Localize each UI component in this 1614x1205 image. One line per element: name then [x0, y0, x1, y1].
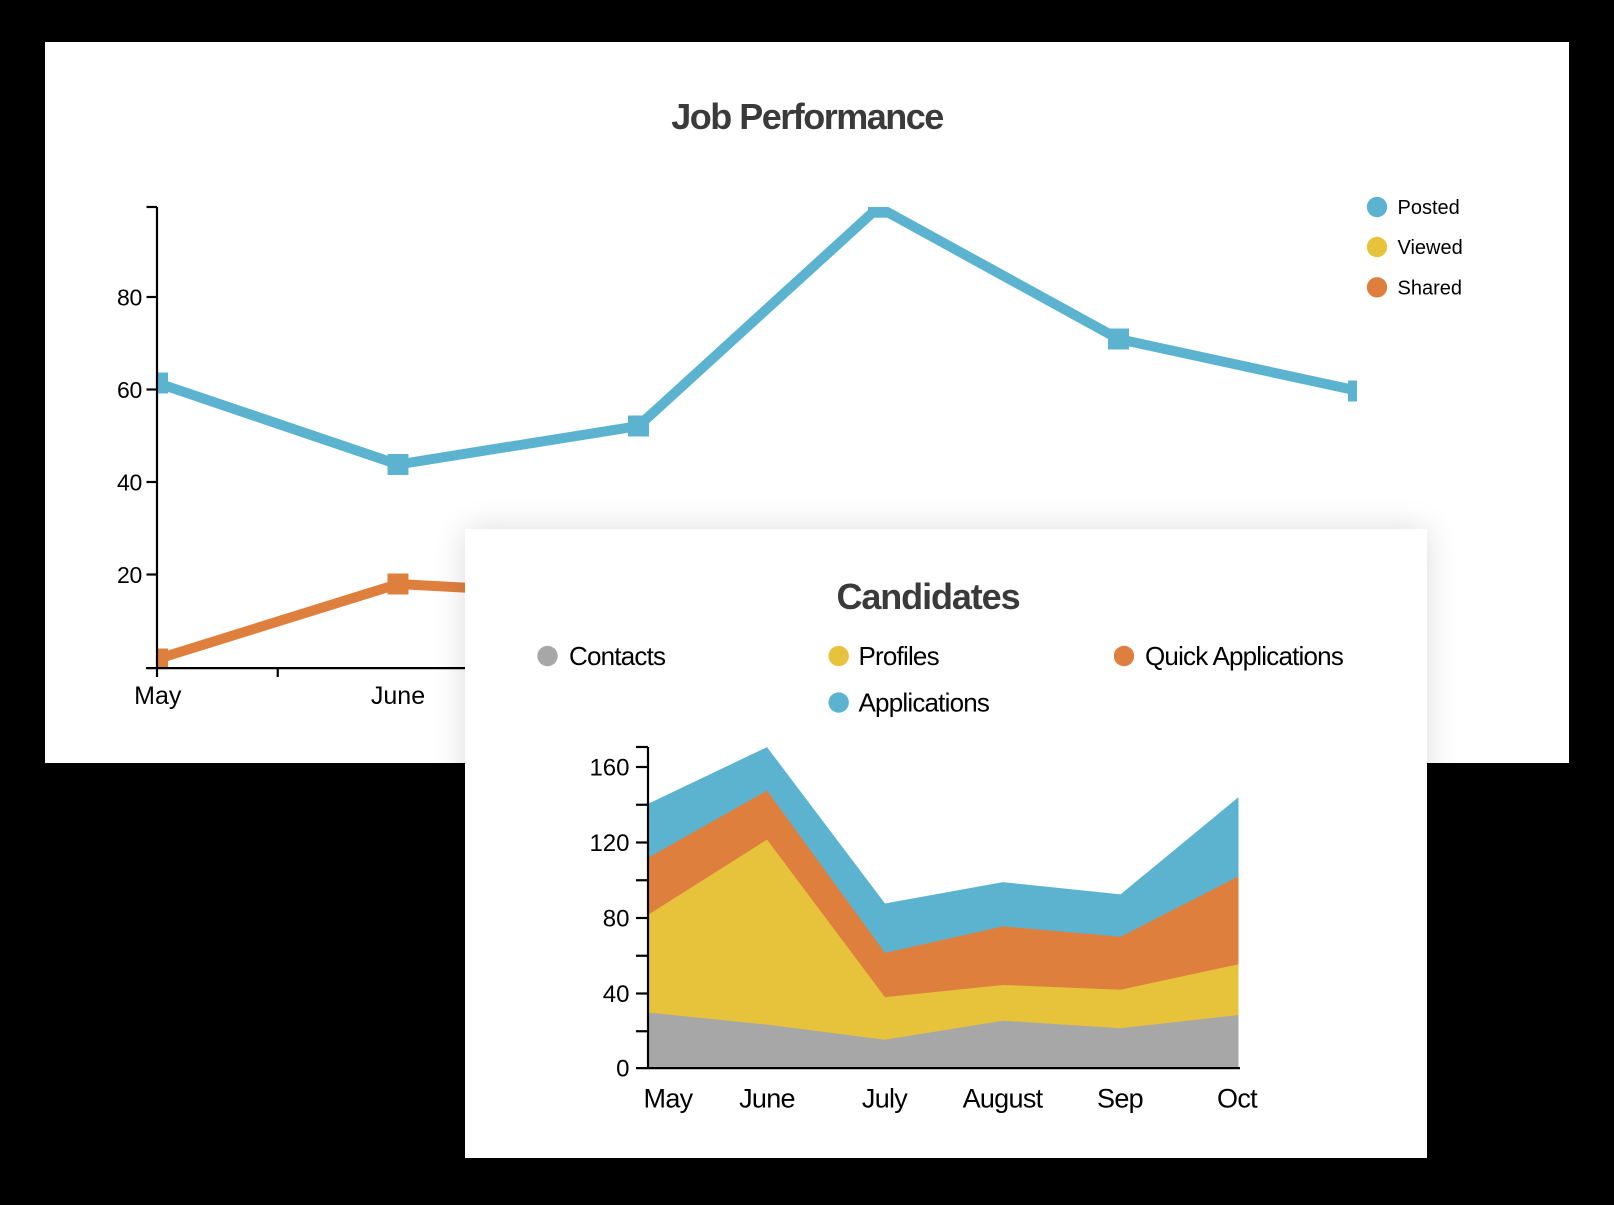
- svg-text:May: May: [644, 1084, 694, 1114]
- svg-text:Quick Applications: Quick Applications: [1145, 641, 1344, 671]
- svg-text:Posted: Posted: [1398, 197, 1460, 219]
- svg-text:120: 120: [589, 830, 629, 857]
- svg-text:40: 40: [603, 981, 630, 1008]
- svg-text:20: 20: [117, 562, 142, 588]
- svg-text:Contacts: Contacts: [569, 641, 666, 671]
- svg-text:Oct: Oct: [1217, 1084, 1258, 1114]
- svg-text:80: 80: [117, 284, 142, 310]
- svg-text:June: June: [371, 682, 425, 710]
- svg-text:Job Performance: Job Performance: [671, 96, 943, 137]
- svg-text:160: 160: [589, 755, 629, 782]
- svg-text:Sep: Sep: [1097, 1084, 1143, 1114]
- svg-text:60: 60: [117, 377, 142, 403]
- svg-text:Shared: Shared: [1398, 277, 1463, 299]
- svg-text:Profiles: Profiles: [859, 641, 940, 671]
- svg-text:0: 0: [616, 1056, 629, 1083]
- svg-text:Candidates: Candidates: [836, 576, 1019, 617]
- svg-text:Applications: Applications: [859, 688, 990, 718]
- svg-text:July: July: [862, 1084, 908, 1114]
- svg-text:Viewed: Viewed: [1398, 237, 1463, 259]
- svg-text:80: 80: [603, 906, 630, 933]
- svg-text:August: August: [963, 1084, 1044, 1114]
- svg-text:June: June: [739, 1084, 795, 1114]
- svg-text:40: 40: [117, 469, 142, 495]
- svg-text:May: May: [134, 682, 182, 710]
